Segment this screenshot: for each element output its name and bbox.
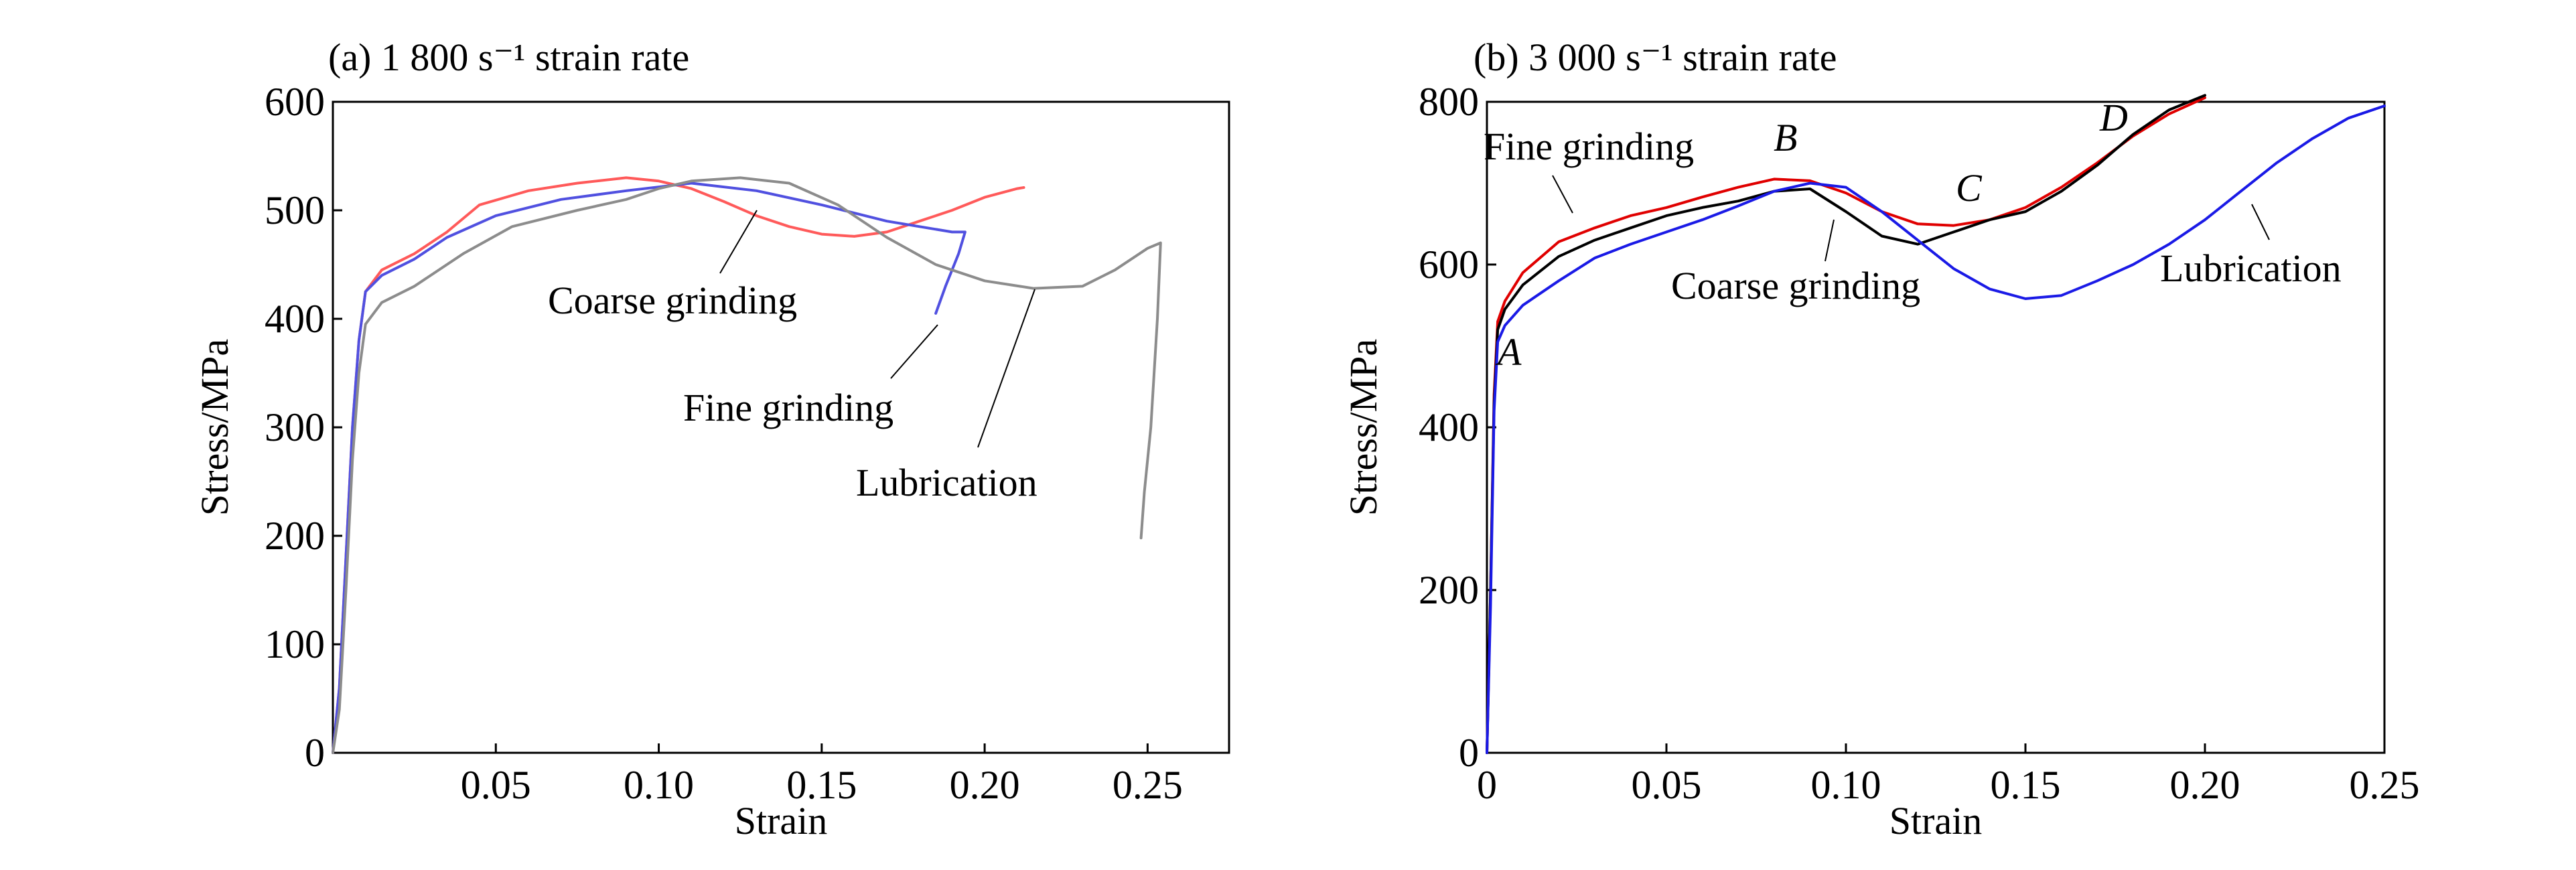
- panel-b-y-tick-label: 400: [1419, 405, 1479, 449]
- panel-a-y-tick-label: 0: [305, 731, 325, 775]
- panel-a-y-tick-label: 500: [265, 188, 325, 232]
- panel-b-title: (b) 3 000 s⁻¹ strain rate: [1474, 35, 1837, 79]
- panel-b-y-tick-label: 200: [1419, 568, 1479, 612]
- panel-b-fine-grinding-leader: [1552, 175, 1573, 214]
- panel-b-x-tick-label: 0.25: [2350, 763, 2420, 807]
- panel-b-point-label-d: D: [2099, 96, 2128, 139]
- panel-a-y-tick-label: 300: [265, 405, 325, 449]
- panel-a-x-tick-label: 0.20: [950, 763, 1020, 807]
- panel-b-x-tick-label: 0.15: [1991, 763, 2061, 807]
- panel-b-point-label-c: C: [1956, 166, 1983, 210]
- panel-b-plot-frame: [1486, 100, 2386, 754]
- panel-b-point-label-b: B: [1774, 116, 1797, 159]
- panel-b-y-axis-label: Stress/MPa: [1342, 339, 1385, 516]
- panel-b-series-group: [1486, 94, 2386, 754]
- panel-a-axes: 0.05 0.10 0.15 0.20 0.25 0 100 200 300 400 500 600: [265, 80, 1183, 807]
- panel-b-x-tick-label: 0.20: [2170, 763, 2240, 807]
- panel-b-coarse-grinding-leader: [1824, 219, 1835, 262]
- panel-a-series-group: [332, 176, 1162, 754]
- panel-a-y-tick-label: 200: [265, 514, 325, 558]
- panel-a-y-tick-label: 600: [265, 80, 325, 124]
- panel-b-lubrication-label: Lubrication: [2160, 246, 2342, 290]
- panel-b-y-tick-label: 0: [1459, 731, 1479, 775]
- panel-b-coarse-grinding-label: Coarse grinding: [1671, 264, 1920, 307]
- panel-a-fine-grinding-label: Fine grinding: [683, 386, 893, 429]
- panel-b-x-tick-label: 0: [1477, 763, 1497, 807]
- panel-a-x-tick-label: 0.10: [624, 763, 694, 807]
- panel-a-x-tick-label: 0.05: [461, 763, 531, 807]
- panel-b-point-label-a: A: [1495, 330, 1522, 374]
- panel-a-y-axis-label: Stress/MPa: [193, 339, 236, 516]
- panel-a-series-lubrication: [332, 176, 1162, 754]
- panel-b-lubrication-leader: [2251, 204, 2270, 240]
- panel-b-y-tick-label: 600: [1419, 242, 1479, 287]
- panel-a-x-tick-label: 0.25: [1113, 763, 1183, 807]
- panel-a-lubrication-label: Lubrication: [856, 461, 1037, 504]
- panel-b-series-fine-grinding: [1486, 96, 2206, 754]
- panel-a-x-tick-label: 0.15: [786, 763, 857, 807]
- panel-a-title: (a) 1 800 s⁻¹ strain rate: [328, 35, 689, 79]
- panel-a-coarse-grinding-label: Coarse grinding: [548, 279, 797, 322]
- panel-b-axes: 0 0.05 0.10 0.15 0.20 0.25 0 200 400 600 800: [1419, 80, 2420, 807]
- panel-b-series-lubrication: [1486, 104, 2386, 754]
- panel-b-fine-grinding-label: Fine grinding: [1484, 125, 1694, 168]
- panel-b-chart: (b) 3 000 s⁻¹ strain rate 0 0.05 0.10 0.15 0…: [1342, 35, 2420, 843]
- panel-b-x-axis-label: Strain: [1889, 799, 1983, 843]
- panel-b-x-tick-label: 0.05: [1632, 763, 1702, 807]
- panel-a-chart: (a) 1 800 s⁻¹ strain rate 0.05 0.10 0.15 0.…: [193, 35, 1230, 843]
- panel-a-y-tick-label: 400: [265, 297, 325, 341]
- panel-a-fine-grinding-leader: [890, 324, 938, 379]
- panel-a-y-tick-label: 100: [265, 622, 325, 666]
- panel-a-lubrication-leader: [977, 289, 1035, 448]
- panel-a-x-axis-label: Strain: [735, 799, 828, 843]
- panel-b-x-tick-label: 0.10: [1811, 763, 1881, 807]
- panel-b-y-tick-label: 800: [1419, 80, 1479, 124]
- panel-a-series-fine-grinding: [332, 182, 967, 754]
- panel-a-coarse-grinding-leader: [719, 210, 758, 274]
